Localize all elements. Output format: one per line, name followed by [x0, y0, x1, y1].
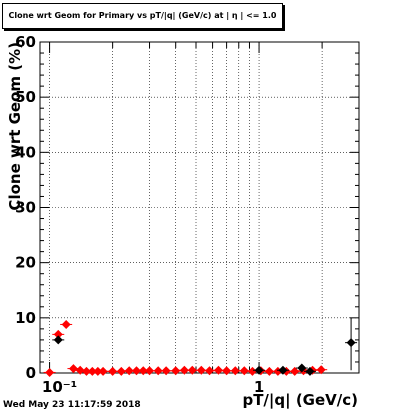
data-point: [315, 365, 328, 375]
y-tick-label: 10: [15, 309, 36, 327]
data-point: [345, 317, 358, 371]
diamond-marker: [222, 366, 232, 376]
diamond-marker: [161, 366, 171, 376]
data-marks: [43, 317, 358, 377]
data-point: [212, 365, 225, 375]
diamond-marker: [61, 319, 71, 329]
diamond-marker: [247, 366, 257, 376]
diamond-marker: [98, 366, 108, 376]
y-tick-label: 60: [15, 33, 36, 51]
diamond-marker: [108, 366, 118, 376]
diamond-marker: [171, 366, 181, 376]
grid-lines: [39, 42, 360, 373]
data-point: [52, 335, 65, 345]
diamond-marker: [213, 365, 223, 375]
diamond-marker: [187, 365, 197, 375]
x-tick-label: 10⁻¹: [42, 378, 77, 396]
footer-timestamp: Wed May 23 11:17:59 2018: [3, 400, 141, 410]
diamond-marker: [264, 366, 274, 376]
diamond-marker: [124, 366, 134, 376]
data-point: [43, 367, 56, 377]
y-tick-labels: 0 10 20 30 40 50 60: [15, 33, 36, 382]
diamond-marker: [145, 366, 155, 376]
diamond-marker: [316, 365, 326, 375]
data-point: [276, 365, 289, 375]
data-point: [238, 366, 251, 376]
data-point: [60, 319, 73, 329]
data-point: [253, 365, 266, 375]
data-point: [169, 366, 182, 376]
chart-title-box: Clone wrt Geom for Primary vs pT/|q| (Ge…: [2, 3, 283, 29]
diamond-marker: [138, 366, 148, 376]
x-axis-title: pT/|q| (GeV/c): [242, 391, 358, 410]
y-tick-label: 0: [26, 364, 36, 382]
diamond-marker: [132, 366, 142, 376]
diamond-marker: [290, 366, 300, 376]
diamond-marker: [45, 367, 55, 377]
axis-ticks: [39, 41, 360, 374]
diamond-marker: [297, 363, 307, 373]
y-tick-label: 40: [15, 143, 36, 161]
data-point: [195, 365, 208, 375]
y-tick-label: 30: [15, 199, 36, 217]
diamond-marker: [254, 365, 264, 375]
diamond-marker: [239, 366, 249, 376]
data-point: [303, 366, 316, 376]
diamond-marker: [205, 366, 215, 376]
diamond-marker: [230, 366, 240, 376]
diamond-marker: [278, 365, 288, 375]
y-axis-title: Clone wrt Geom (%): [6, 42, 24, 211]
diamond-marker: [75, 365, 85, 375]
diamond-marker: [68, 364, 78, 374]
diamond-marker: [153, 366, 163, 376]
diamond-marker: [196, 365, 206, 375]
diamond-marker: [116, 366, 126, 376]
data-point: [288, 366, 301, 376]
diamond-marker: [53, 329, 63, 339]
diamond-marker: [346, 338, 356, 348]
x-tick-label: 1: [254, 378, 264, 396]
data-point: [52, 329, 65, 339]
data-point: [295, 363, 308, 373]
x-tick-labels: 10⁻¹ 1: [42, 378, 264, 396]
y-tick-label: 50: [15, 88, 36, 106]
diamond-marker: [53, 335, 63, 345]
diamond-marker: [305, 366, 315, 376]
data-point: [203, 366, 216, 376]
chart-title: Clone wrt Geom for Primary vs pT/|q| (Ge…: [8, 11, 277, 20]
y-tick-label: 20: [15, 254, 36, 272]
diamond-marker: [179, 365, 189, 375]
